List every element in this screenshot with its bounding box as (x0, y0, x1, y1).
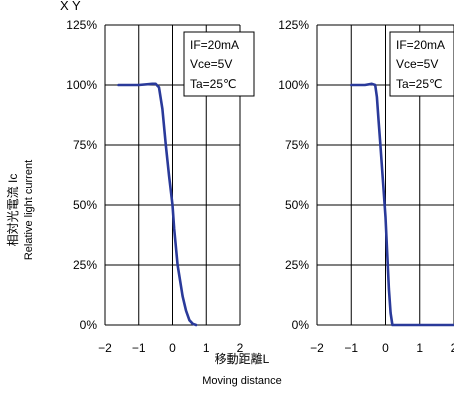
y-axis-label: 相対光電流 Ic Relative light current (6, 160, 35, 260)
y-tick-label: 125% (278, 18, 309, 32)
x-tick-label: −2 (98, 341, 112, 355)
condition-ta: Ta=25℃ (396, 77, 443, 91)
x-axis-label-line2: Moving distance (202, 375, 282, 387)
y-axis-label-line2: Relative light current (23, 160, 35, 260)
condition-if: IF=20mA (396, 38, 445, 52)
conditions-box-frame (183, 31, 255, 97)
x-tick-label: 2 (451, 341, 454, 355)
y-tick-label: 75% (73, 138, 97, 152)
y-tick-label: 125% (66, 18, 97, 32)
x-tick-label: 1 (416, 341, 423, 355)
x-tick-labels: −2 −1 0 1 2 (310, 341, 454, 355)
y-tick-labels: 0% 25% 50% 75% 100% 125% (278, 18, 309, 332)
y-tick-labels: 0% 25% 50% 75% 100% 125% (66, 18, 97, 332)
series-line (349, 82, 454, 327)
y-tick-label: 75% (285, 138, 309, 152)
x-tick-label: −1 (344, 341, 358, 355)
y-tick-label: 25% (285, 258, 309, 272)
series-line (117, 82, 198, 327)
x-tick-label: 0 (382, 341, 389, 355)
series-layer (349, 82, 454, 327)
x-tick-label: 2 (237, 341, 244, 355)
y-tick-label: 50% (285, 198, 309, 212)
conditions-box: IF=20mA Vce=5V Ta=25℃ (183, 31, 255, 97)
x-tick-label: 0 (169, 341, 176, 355)
chart-panel-x: 0% 25% 50% 75% 100% 125% −2 −1 0 1 2 IF=20mA Vce=… (66, 18, 255, 355)
x-tick-label: −2 (310, 341, 324, 355)
y-axis-label-line1: 相対光電流 Ic (6, 174, 20, 247)
x-tick-label: −1 (132, 341, 146, 355)
header-text: X Y (60, 0, 81, 13)
conditions-box-frame (389, 31, 454, 97)
grid (104, 24, 241, 326)
conditions-box: IF=20mA Vce=5V Ta=25℃ (389, 31, 454, 97)
condition-ta: Ta=25℃ (190, 77, 237, 91)
x-axis-label-line1: 移動距離L (215, 352, 270, 366)
x-tick-labels: −2 −1 0 1 2 (98, 341, 244, 355)
y-tick-label: 0% (292, 318, 310, 332)
y-tick-label: 25% (73, 258, 97, 272)
condition-vce: Vce=5V (396, 57, 438, 71)
condition-if: IF=20mA (190, 38, 239, 52)
x-tick-label: 1 (203, 341, 210, 355)
series-layer (117, 82, 198, 327)
y-tick-label: 100% (66, 78, 97, 92)
y-tick-label: 0% (80, 318, 98, 332)
condition-vce: Vce=5V (190, 57, 232, 71)
y-tick-label: 100% (278, 78, 309, 92)
chart-panel-y: 0% 25% 50% 75% 100% 125% −2 −1 0 1 2 IF=20mA Vce=… (278, 18, 454, 355)
y-tick-label: 50% (73, 198, 97, 212)
